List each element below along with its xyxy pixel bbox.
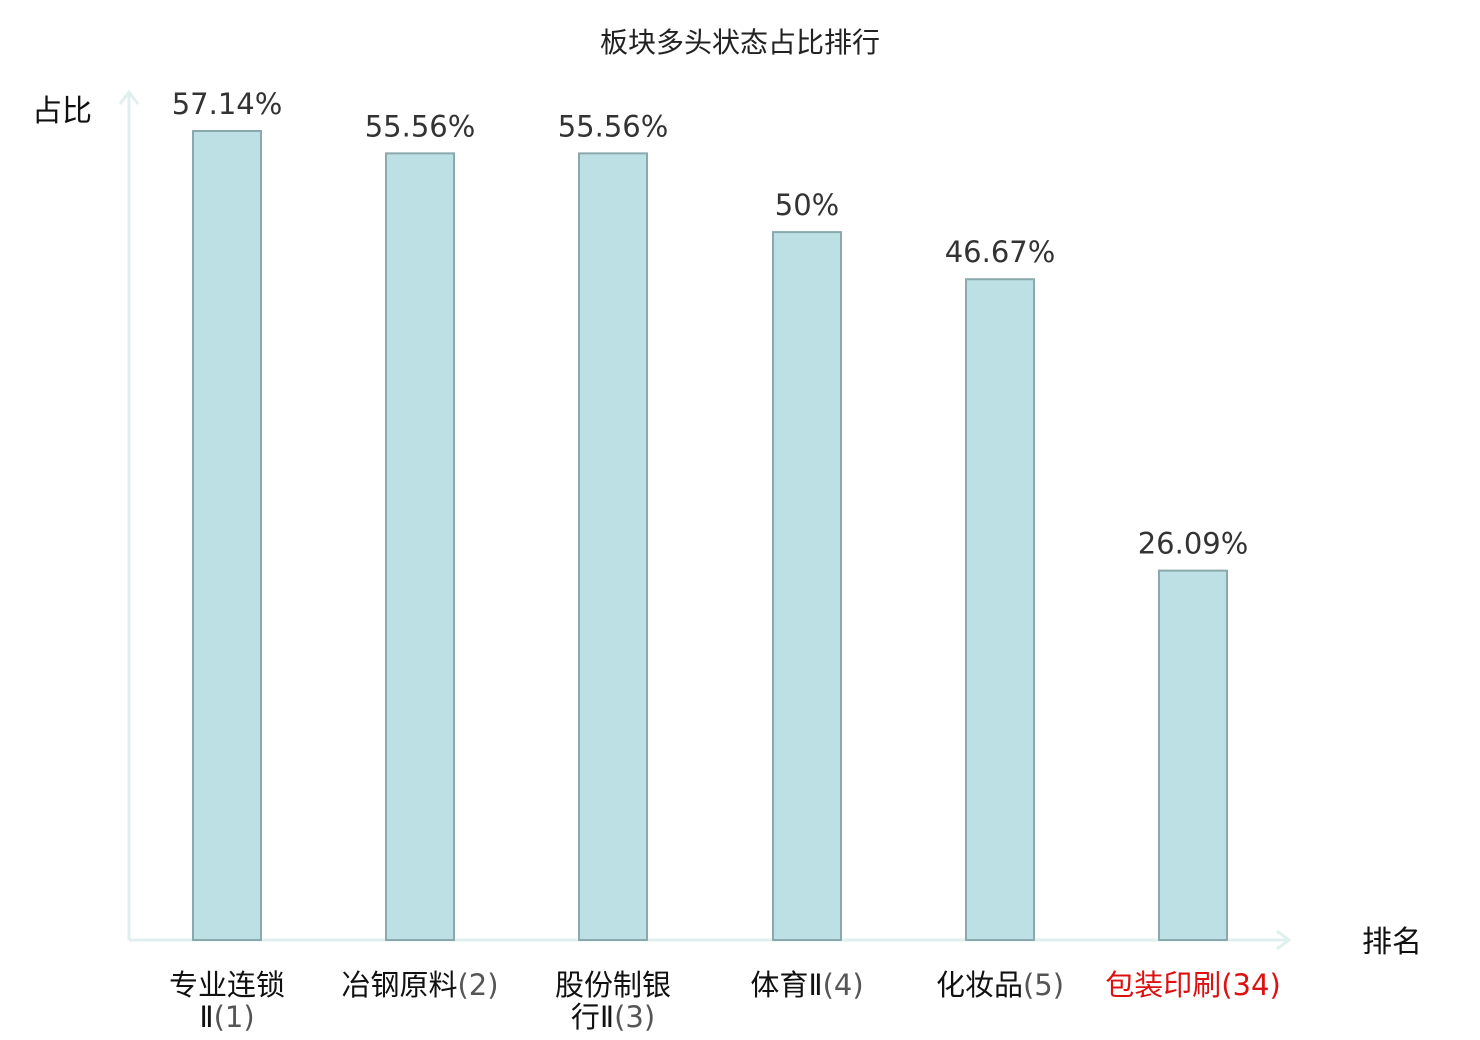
tick-label: 专业连锁 (169, 968, 285, 1002)
bar (772, 231, 842, 941)
x-axis-arrow (1276, 929, 1292, 951)
tick-label: 冶钢原料(2) (341, 968, 498, 1002)
tick-label: Ⅱ(1) (199, 1000, 254, 1034)
bars-group (192, 130, 1228, 941)
x-axis-label: 排名 (1362, 925, 1422, 960)
data-label: 46.67% (945, 235, 1056, 269)
tick-label: 化妆品(5) (936, 968, 1064, 1002)
data-label: 57.14% (172, 87, 283, 121)
value-labels-group: 57.14% 55.56% 55.56% 50% 46.67% 26.09% (172, 87, 1249, 561)
y-axis-arrow (118, 89, 140, 105)
data-label: 50% (775, 188, 839, 222)
chart-title: 板块多头状态占比排行 (600, 26, 880, 59)
tick-label: 行Ⅱ(3) (571, 1000, 655, 1034)
bar (965, 278, 1035, 941)
tick-label: 股份制银 (555, 968, 671, 1002)
bar (578, 152, 648, 941)
data-label: 55.56% (558, 109, 669, 143)
axes (118, 89, 1292, 951)
bar (1158, 569, 1228, 941)
tick-label: 体育Ⅱ(4) (750, 968, 863, 1002)
bar (192, 130, 262, 941)
data-label: 55.56% (365, 109, 476, 143)
tick-label: 包装印刷(34) (1105, 968, 1281, 1002)
y-axis-label: 占比 (32, 94, 92, 129)
data-label: 26.09% (1138, 527, 1249, 561)
bar (385, 152, 455, 941)
